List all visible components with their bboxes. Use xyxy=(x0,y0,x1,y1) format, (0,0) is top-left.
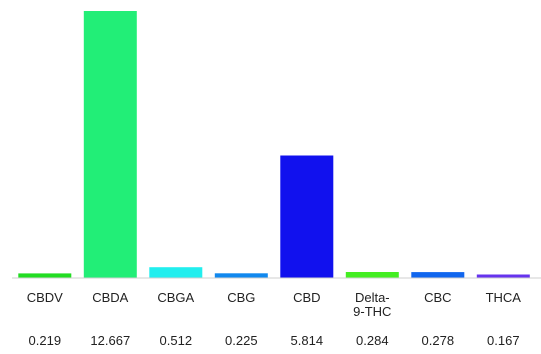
category-label-cbga: CBGA xyxy=(157,290,194,305)
category-label-cbg: CBG xyxy=(227,290,255,305)
category-label-delta-9-thc-2: 9-THC xyxy=(353,304,391,319)
bar-cbd xyxy=(280,155,334,278)
bar-cbc xyxy=(411,272,465,278)
bar-cbdv xyxy=(18,273,72,278)
bar-cbga xyxy=(149,267,203,278)
category-label-cbdv: CBDV xyxy=(27,290,63,305)
category-label-delta-9-thc-1: Delta- xyxy=(355,290,390,305)
value-label-cbdv: 0.219 xyxy=(29,333,62,348)
category-label-cbda: CBDA xyxy=(92,290,128,305)
value-label-delta-9-thc: 0.284 xyxy=(356,333,389,348)
value-label-cbda: 12.667 xyxy=(90,333,130,348)
category-label-cbd: CBD xyxy=(293,290,320,305)
value-label-cbga: 0.512 xyxy=(160,333,193,348)
value-labels-group: 0.219 12.667 0.512 0.225 5.814 0.284 0.278 0.16… xyxy=(29,333,520,348)
category-labels-group: CBDV CBDA CBGA CBG CBD Delta-9-THC CBC THCA xyxy=(27,290,522,319)
value-label-cbd: 5.814 xyxy=(291,333,324,348)
category-label-cbc: CBC xyxy=(424,290,451,305)
category-label-thca: THCA xyxy=(486,290,522,305)
value-label-cbc: 0.278 xyxy=(422,333,455,348)
value-label-cbg: 0.225 xyxy=(225,333,258,348)
bar-delta-9-thc xyxy=(345,272,399,278)
value-label-thca: 0.167 xyxy=(487,333,520,348)
bar-cbda xyxy=(83,11,137,278)
bar-cbg xyxy=(214,273,268,278)
bar-thca xyxy=(476,274,530,278)
bars-group xyxy=(18,11,530,278)
